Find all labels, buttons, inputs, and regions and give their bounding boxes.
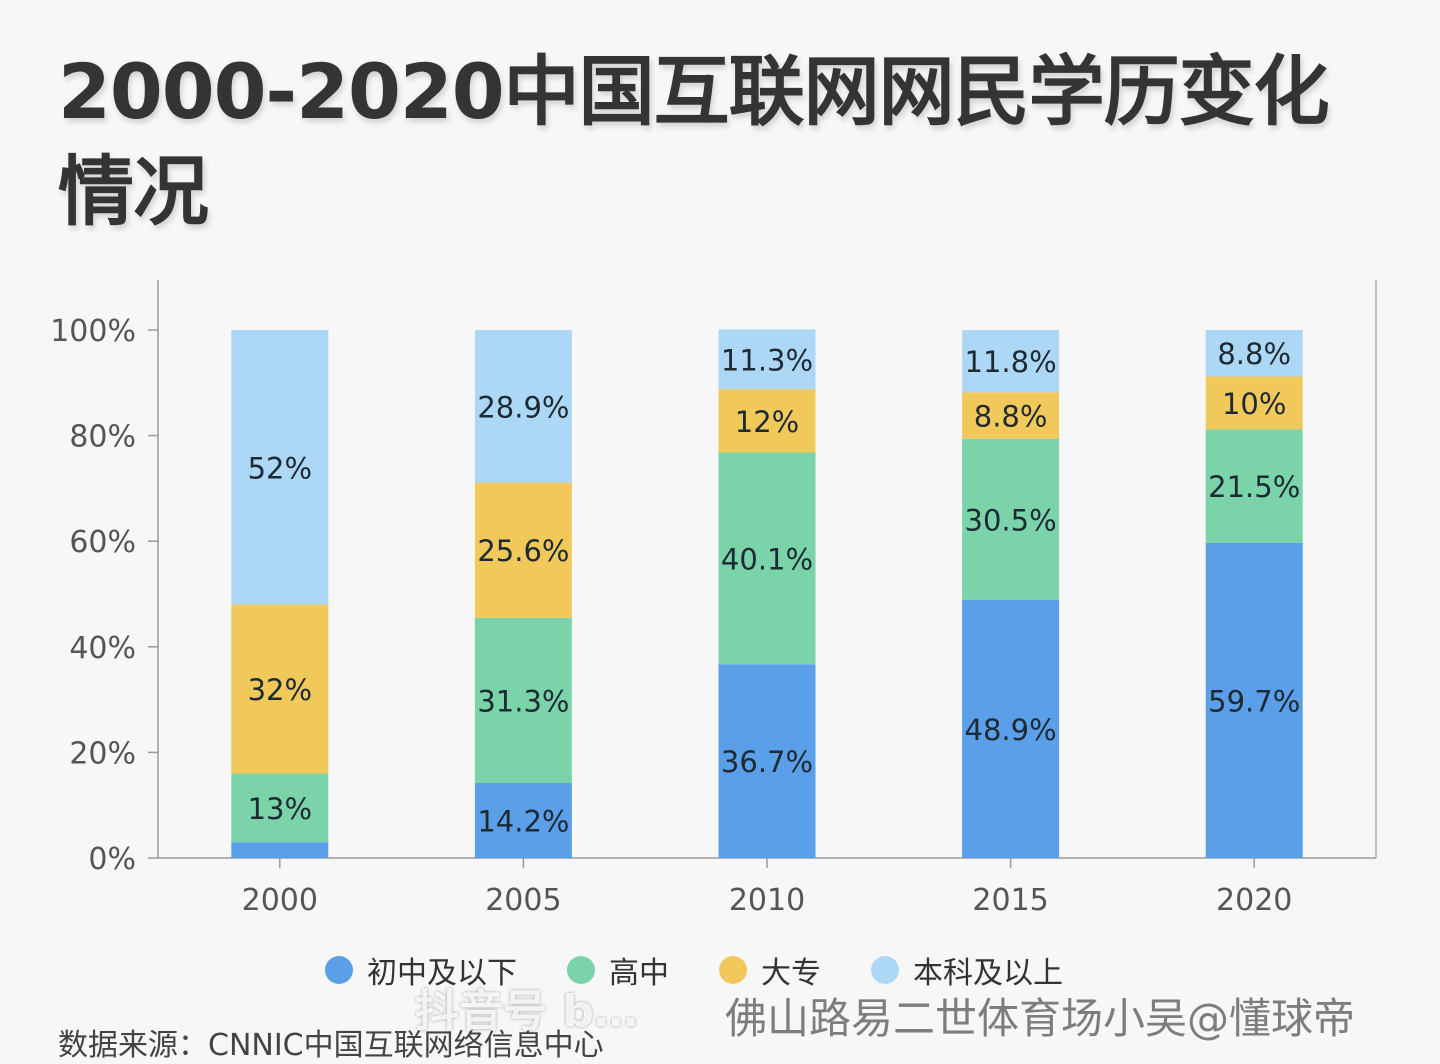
legend-label: 本科及以上 (913, 956, 1063, 991)
legend: 初中及以下 高中 大专 本科及以上 (325, 948, 1113, 992)
bar-segment (718, 664, 816, 858)
y-tick-label: 80% (69, 420, 136, 455)
bar-segment (718, 329, 816, 390)
y-tick-label: 60% (69, 525, 136, 560)
bar-segment (718, 452, 816, 665)
bar-segment (962, 392, 1060, 439)
bar-value-label: 36.7% (721, 745, 813, 779)
bar-value-label: 10% (1222, 387, 1286, 421)
bar-value-label: 25.6% (477, 534, 569, 568)
bar-segment (962, 599, 1060, 858)
y-tick-label: 0% (88, 842, 136, 877)
legend-item: 大专 (719, 948, 821, 992)
bar-segment (231, 604, 329, 774)
bar-value-label: 13% (248, 792, 312, 826)
legend-swatch-icon (871, 956, 899, 984)
bar-segment (718, 389, 816, 453)
y-tick-label: 100% (50, 314, 136, 349)
bar-segment (474, 330, 572, 483)
x-tick-label: 2020 (1216, 883, 1292, 918)
bar-segment (474, 482, 572, 618)
x-tick-label: 2005 (485, 883, 561, 918)
legend-item: 初中及以下 (325, 948, 517, 992)
x-tick-label: 2000 (242, 883, 318, 918)
bar-value-label: 32% (248, 673, 312, 707)
platform-watermark: 抖音号 b… (415, 986, 638, 1037)
bar-segment (1205, 330, 1303, 377)
bar-value-label: 12% (735, 405, 799, 439)
legend-label: 大专 (761, 956, 821, 991)
stacked-bar-chart: 0% 20% 40% 60% 80% 100% 2000 2005 2010 2015 2020 1… (50, 280, 1377, 918)
legend-swatch-icon (567, 956, 595, 984)
chart-title: 2000-2020中国互联网网民学历变化情况 (58, 47, 1330, 236)
legend-swatch-icon (325, 956, 353, 984)
bar-value-label: 11.3% (721, 343, 813, 377)
x-tick-label: 2010 (729, 883, 805, 918)
bar-value-label: 11.8% (965, 345, 1057, 379)
x-tick-label: 2015 (972, 883, 1048, 918)
legend-label: 高中 (609, 956, 669, 991)
y-tick-label: 40% (69, 631, 136, 666)
bar-value-label: 40.1% (721, 542, 813, 576)
credit-watermark: 佛山路易二世体育场小吴@懂球帝 (725, 994, 1356, 1043)
axes: 0% 20% 40% 60% 80% 100% 2000 2005 2010 2015 2020 (50, 280, 1377, 918)
bar-value-label: 28.9% (477, 390, 569, 424)
bar-segment (231, 842, 329, 858)
bar-value-label: 8.8% (1217, 337, 1291, 371)
bar-segment (1205, 376, 1303, 430)
bar-segment (474, 783, 572, 858)
bar-value-label: 59.7% (1208, 684, 1300, 718)
bar-value-label: 8.8% (974, 400, 1048, 434)
legend-label: 初中及以下 (367, 956, 517, 991)
bar-value-label: 21.5% (1208, 470, 1300, 504)
data-labels: 13% 32% 52% 14.2% 31.3% 25.6% 28.9% 36.7% 40.1% 1… (248, 337, 1301, 838)
bar-value-label: 48.9% (965, 713, 1057, 747)
bar-segment (962, 330, 1060, 393)
bar-segment (1205, 542, 1303, 858)
legend-item: 高中 (567, 948, 669, 992)
bar-value-label: 52% (248, 451, 312, 485)
bar-value-label: 14.2% (477, 805, 569, 839)
bar-value-label: 30.5% (965, 503, 1057, 537)
bar-segment (231, 773, 329, 843)
bars (231, 329, 1303, 858)
bar-segment (231, 330, 329, 605)
y-tick-label: 20% (69, 736, 136, 771)
bar-value-label: 31.3% (477, 684, 569, 718)
bar-segment (962, 438, 1060, 600)
legend-swatch-icon (719, 956, 747, 984)
legend-item: 本科及以上 (871, 948, 1063, 992)
bar-segment (1205, 429, 1303, 543)
bar-segment (474, 617, 572, 784)
